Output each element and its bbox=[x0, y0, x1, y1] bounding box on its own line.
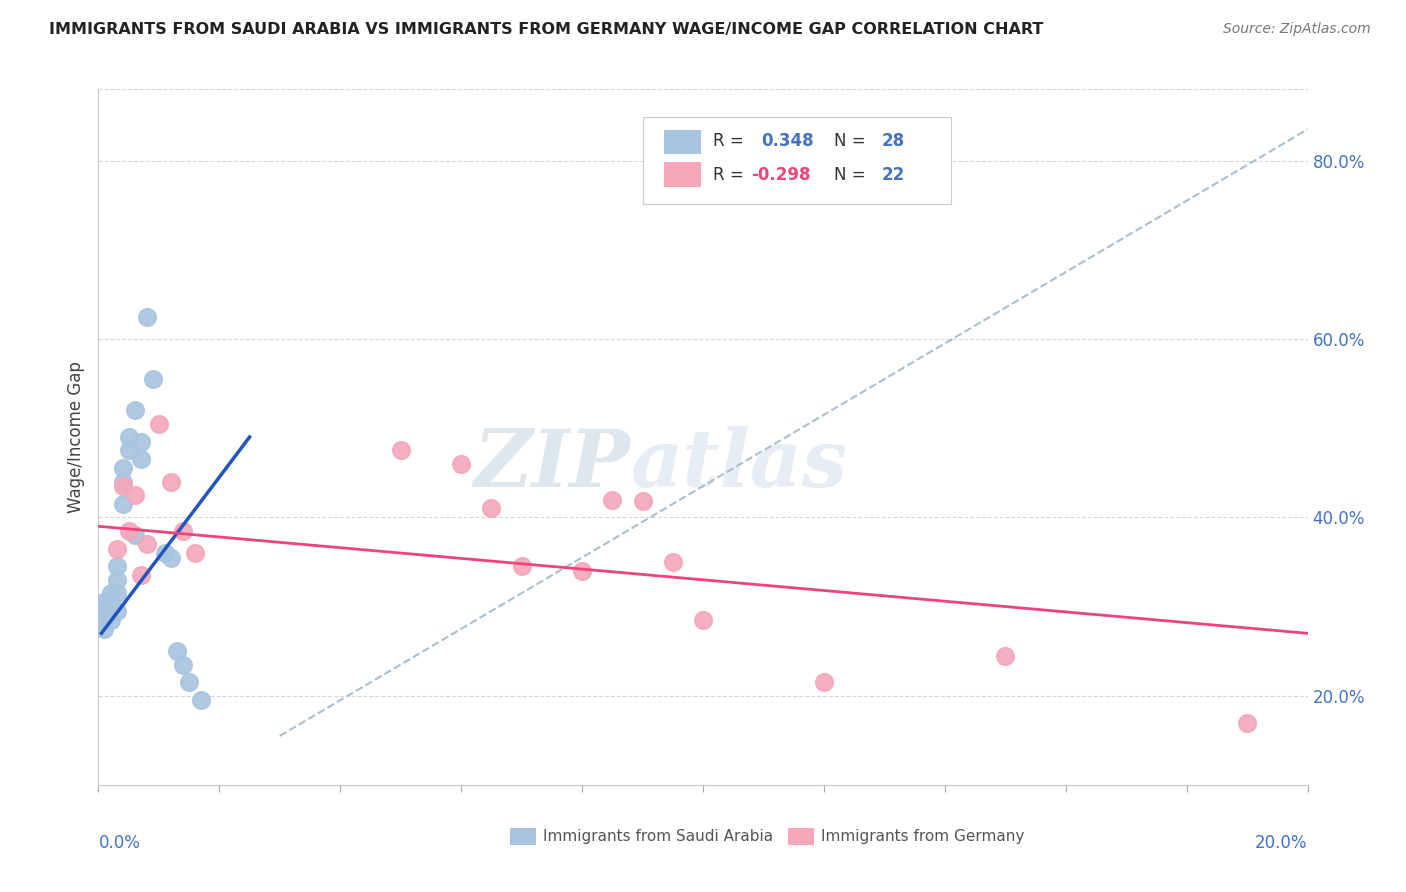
Point bbox=[190, 693, 212, 707]
Point bbox=[118, 524, 141, 538]
Point bbox=[93, 604, 115, 618]
Point bbox=[105, 586, 128, 600]
Point bbox=[661, 555, 683, 569]
Text: 0.348: 0.348 bbox=[761, 132, 814, 151]
Point bbox=[172, 657, 194, 672]
Point bbox=[100, 586, 122, 600]
Point bbox=[602, 492, 624, 507]
Point bbox=[129, 568, 152, 582]
Point bbox=[93, 622, 115, 636]
Text: atlas: atlas bbox=[630, 426, 848, 504]
Text: -0.298: -0.298 bbox=[751, 166, 811, 184]
Point bbox=[631, 494, 654, 508]
Point bbox=[813, 675, 835, 690]
Point bbox=[129, 434, 152, 449]
Point bbox=[100, 595, 122, 609]
Text: R =: R = bbox=[713, 132, 748, 151]
Point bbox=[450, 457, 472, 471]
Point bbox=[510, 559, 533, 574]
Point bbox=[153, 546, 176, 560]
Point bbox=[105, 541, 128, 556]
Point bbox=[111, 497, 134, 511]
Point bbox=[160, 475, 183, 489]
Point bbox=[571, 564, 593, 578]
Point bbox=[179, 675, 201, 690]
Point bbox=[105, 573, 128, 587]
Text: 28: 28 bbox=[882, 132, 905, 151]
Y-axis label: Wage/Income Gap: Wage/Income Gap bbox=[66, 361, 84, 513]
Point bbox=[389, 443, 412, 458]
Point bbox=[93, 613, 115, 627]
Point bbox=[129, 452, 152, 467]
Text: ZIP: ZIP bbox=[474, 426, 630, 504]
Point bbox=[166, 644, 188, 658]
Text: N =: N = bbox=[834, 132, 870, 151]
Point bbox=[172, 524, 194, 538]
Point bbox=[118, 443, 141, 458]
Point bbox=[124, 403, 146, 417]
Point bbox=[118, 430, 141, 444]
Text: N =: N = bbox=[834, 166, 870, 184]
Bar bbox=[787, 828, 814, 846]
Bar bbox=[664, 162, 700, 186]
Point bbox=[100, 613, 122, 627]
Text: IMMIGRANTS FROM SAUDI ARABIA VS IMMIGRANTS FROM GERMANY WAGE/INCOME GAP CORRELAT: IMMIGRANTS FROM SAUDI ARABIA VS IMMIGRAN… bbox=[49, 22, 1043, 37]
Point bbox=[93, 595, 115, 609]
Point bbox=[105, 604, 128, 618]
Point bbox=[481, 501, 503, 516]
Point bbox=[135, 537, 157, 551]
FancyBboxPatch shape bbox=[643, 117, 950, 204]
Point bbox=[692, 613, 714, 627]
Text: 0.0%: 0.0% bbox=[98, 834, 141, 852]
Point bbox=[105, 559, 128, 574]
Point bbox=[111, 479, 134, 493]
Point bbox=[124, 488, 146, 502]
Bar bbox=[509, 828, 536, 846]
Text: 20.0%: 20.0% bbox=[1256, 834, 1308, 852]
Point bbox=[124, 528, 146, 542]
Point bbox=[111, 475, 134, 489]
Point bbox=[135, 310, 157, 324]
Text: 22: 22 bbox=[882, 166, 905, 184]
Point bbox=[142, 372, 165, 386]
Point bbox=[994, 648, 1017, 663]
Bar bbox=[664, 129, 700, 154]
Point bbox=[184, 546, 207, 560]
Text: Source: ZipAtlas.com: Source: ZipAtlas.com bbox=[1223, 22, 1371, 37]
Point bbox=[160, 550, 183, 565]
Point bbox=[111, 461, 134, 475]
Text: Immigrants from Germany: Immigrants from Germany bbox=[821, 829, 1025, 844]
Text: Immigrants from Saudi Arabia: Immigrants from Saudi Arabia bbox=[543, 829, 773, 844]
Point bbox=[1236, 715, 1258, 730]
Point bbox=[148, 417, 170, 431]
Text: R =: R = bbox=[713, 166, 748, 184]
